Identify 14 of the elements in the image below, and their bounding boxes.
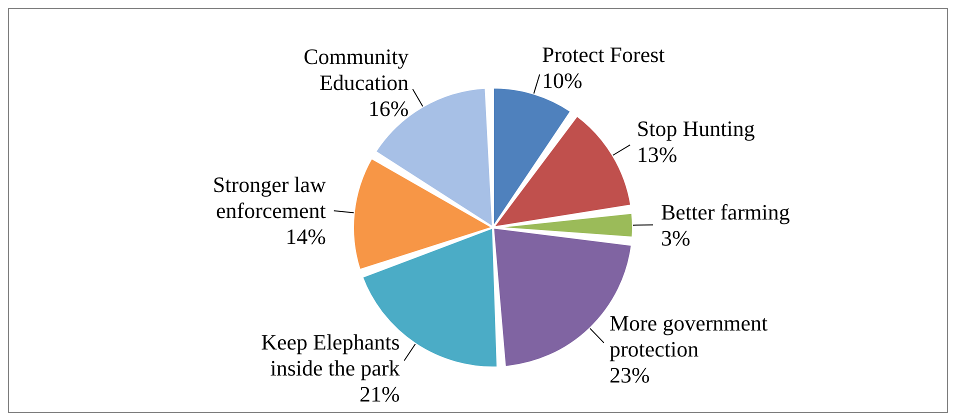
data-label: 14% [286, 223, 326, 248]
slice-label: Stop Hunting [636, 115, 755, 140]
data-label: 13% [636, 141, 678, 166]
data-label: 10% [542, 67, 582, 92]
data-label: 23% [609, 362, 650, 388]
data-label: 3% [660, 225, 690, 250]
slice-label: Protect Forest [542, 41, 665, 66]
data-label: 16% [368, 96, 409, 121]
slice-label: Community Education [304, 44, 409, 95]
slice-label: Better farming [660, 199, 790, 224]
slice-label: Keep Elephants inside the park [261, 328, 400, 380]
slice-label: Stronger law enforcement [212, 171, 326, 222]
slice-label: More government protection [609, 310, 768, 362]
data-label: 21% [359, 380, 400, 406]
